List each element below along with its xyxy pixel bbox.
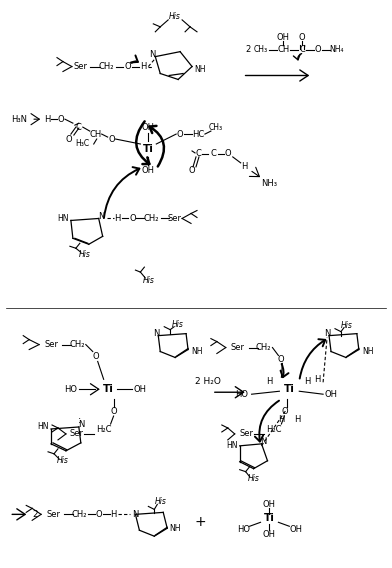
Text: N: N bbox=[98, 212, 105, 221]
Text: O: O bbox=[95, 510, 102, 519]
Text: H: H bbox=[294, 415, 300, 424]
Text: HN: HN bbox=[57, 214, 69, 223]
Text: 2: 2 bbox=[32, 510, 38, 519]
Text: OH: OH bbox=[263, 530, 276, 538]
Text: O: O bbox=[299, 34, 305, 42]
Text: H: H bbox=[111, 510, 117, 519]
Text: His: His bbox=[57, 456, 69, 465]
Text: +: + bbox=[194, 515, 206, 529]
Text: Ti: Ti bbox=[264, 513, 275, 523]
Text: NH: NH bbox=[194, 65, 206, 74]
Text: C: C bbox=[76, 123, 82, 132]
Text: NH: NH bbox=[191, 347, 203, 356]
Text: NH: NH bbox=[362, 347, 374, 356]
Text: N: N bbox=[149, 50, 156, 59]
Text: H: H bbox=[314, 375, 320, 384]
Text: NH₃: NH₃ bbox=[261, 179, 278, 188]
Text: H: H bbox=[304, 377, 310, 386]
Text: O: O bbox=[58, 115, 64, 124]
Text: O: O bbox=[108, 135, 115, 144]
Text: His: His bbox=[142, 275, 154, 285]
Text: CH₂: CH₂ bbox=[256, 343, 271, 352]
Text: C: C bbox=[299, 45, 305, 54]
Text: Ser: Ser bbox=[74, 62, 88, 71]
Text: CH₃: CH₃ bbox=[209, 123, 223, 132]
Text: N: N bbox=[260, 437, 267, 446]
Text: O: O bbox=[277, 355, 284, 364]
Text: O: O bbox=[315, 45, 321, 54]
Text: C: C bbox=[195, 149, 201, 158]
Text: HN: HN bbox=[37, 423, 49, 432]
Text: H: H bbox=[114, 214, 121, 223]
Text: Ser: Ser bbox=[167, 214, 181, 223]
Text: Ser: Ser bbox=[240, 429, 254, 438]
Text: HC: HC bbox=[192, 130, 204, 139]
Text: O: O bbox=[65, 135, 72, 144]
Text: Ti: Ti bbox=[103, 384, 114, 394]
Text: HO: HO bbox=[237, 525, 250, 534]
Text: NH₄: NH₄ bbox=[329, 45, 343, 54]
Text: Ser: Ser bbox=[231, 343, 245, 352]
Text: H₂C: H₂C bbox=[266, 425, 281, 435]
Text: H₃N: H₃N bbox=[11, 115, 27, 124]
Text: H: H bbox=[44, 115, 50, 124]
Text: O: O bbox=[93, 352, 99, 361]
Text: Ti: Ti bbox=[143, 144, 154, 154]
Text: OH: OH bbox=[142, 166, 155, 176]
Text: O: O bbox=[129, 214, 136, 223]
Text: OH: OH bbox=[134, 385, 147, 394]
Text: O: O bbox=[177, 130, 183, 139]
Text: O: O bbox=[110, 407, 117, 416]
Text: His: His bbox=[169, 12, 181, 22]
Text: OH: OH bbox=[290, 525, 303, 534]
Text: CH₂: CH₂ bbox=[71, 510, 87, 519]
Text: H: H bbox=[266, 377, 273, 386]
Text: O: O bbox=[124, 62, 131, 71]
Text: CH: CH bbox=[90, 130, 102, 139]
Text: H: H bbox=[278, 415, 285, 424]
Text: OH: OH bbox=[142, 123, 155, 132]
Text: Ser: Ser bbox=[46, 510, 60, 519]
Text: 2 H₂O: 2 H₂O bbox=[195, 377, 221, 386]
Text: NH: NH bbox=[169, 524, 181, 533]
Text: H: H bbox=[140, 62, 147, 71]
Text: His: His bbox=[248, 474, 260, 483]
Text: 2: 2 bbox=[245, 45, 250, 54]
Text: CH: CH bbox=[277, 45, 290, 54]
Text: Ti: Ti bbox=[284, 384, 295, 394]
Text: N: N bbox=[132, 510, 139, 519]
Text: OH: OH bbox=[325, 390, 338, 399]
Text: CH₃: CH₃ bbox=[254, 45, 268, 54]
Text: O: O bbox=[189, 166, 195, 176]
Text: C: C bbox=[211, 149, 217, 158]
Text: His: His bbox=[172, 320, 184, 329]
Text: H₃C: H₃C bbox=[76, 140, 90, 148]
Text: N: N bbox=[324, 329, 330, 338]
Text: His: His bbox=[154, 497, 166, 506]
Text: Ser: Ser bbox=[44, 340, 58, 349]
Text: OH: OH bbox=[263, 500, 276, 509]
Text: :: : bbox=[78, 415, 82, 425]
Text: H: H bbox=[241, 162, 248, 172]
Text: His: His bbox=[341, 321, 353, 330]
Text: HO: HO bbox=[64, 385, 77, 394]
Text: His: His bbox=[79, 250, 91, 258]
Text: HO: HO bbox=[235, 390, 248, 399]
Text: CH₂: CH₂ bbox=[99, 62, 114, 71]
Text: O: O bbox=[281, 407, 288, 416]
Text: H₂C: H₂C bbox=[96, 425, 111, 435]
Text: Ser: Ser bbox=[70, 429, 84, 438]
Text: N: N bbox=[78, 420, 84, 429]
Text: CH₂: CH₂ bbox=[69, 340, 85, 349]
Text: OH: OH bbox=[277, 34, 290, 42]
Text: N: N bbox=[153, 329, 160, 338]
Text: O: O bbox=[225, 149, 231, 158]
Text: CH₂: CH₂ bbox=[143, 214, 159, 223]
Text: HN: HN bbox=[226, 441, 238, 450]
